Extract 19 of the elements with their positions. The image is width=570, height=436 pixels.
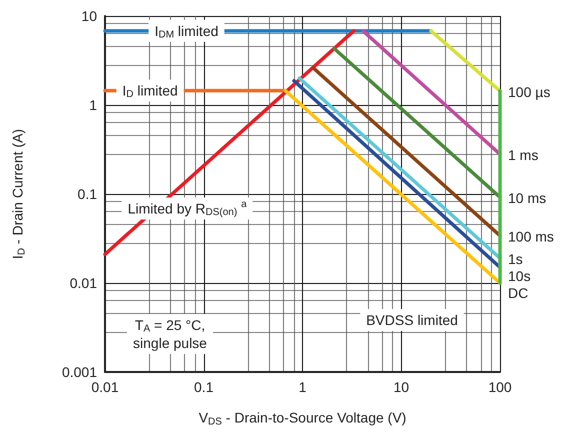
x-tick-label: 1 xyxy=(298,379,307,395)
x-tick-label: 10 xyxy=(393,379,410,395)
x-tick-label: 0.01 xyxy=(91,379,119,395)
series-label: 100 ms xyxy=(508,228,554,245)
y-tick-label: 0.001 xyxy=(62,364,98,380)
x-tick-label: 0.1 xyxy=(194,379,214,395)
series-label: 100 µs xyxy=(508,84,550,100)
annotation: BVDSS limited xyxy=(366,312,458,328)
series-label: 10 ms xyxy=(508,190,546,206)
y-tick-label: 0.1 xyxy=(78,186,98,202)
series-label: DC xyxy=(508,285,528,302)
y-tick-label: 0.01 xyxy=(70,275,98,291)
x-tick-label: 100 xyxy=(488,379,512,395)
y-tick-label: 1 xyxy=(89,97,98,113)
series-label: 10s xyxy=(508,268,531,284)
series-label: 1s xyxy=(508,251,523,268)
series-label: 1 ms xyxy=(508,147,538,164)
y-axis-title: ID - Drain Current (A) xyxy=(10,128,28,260)
y-tick-label: 10 xyxy=(81,8,98,24)
